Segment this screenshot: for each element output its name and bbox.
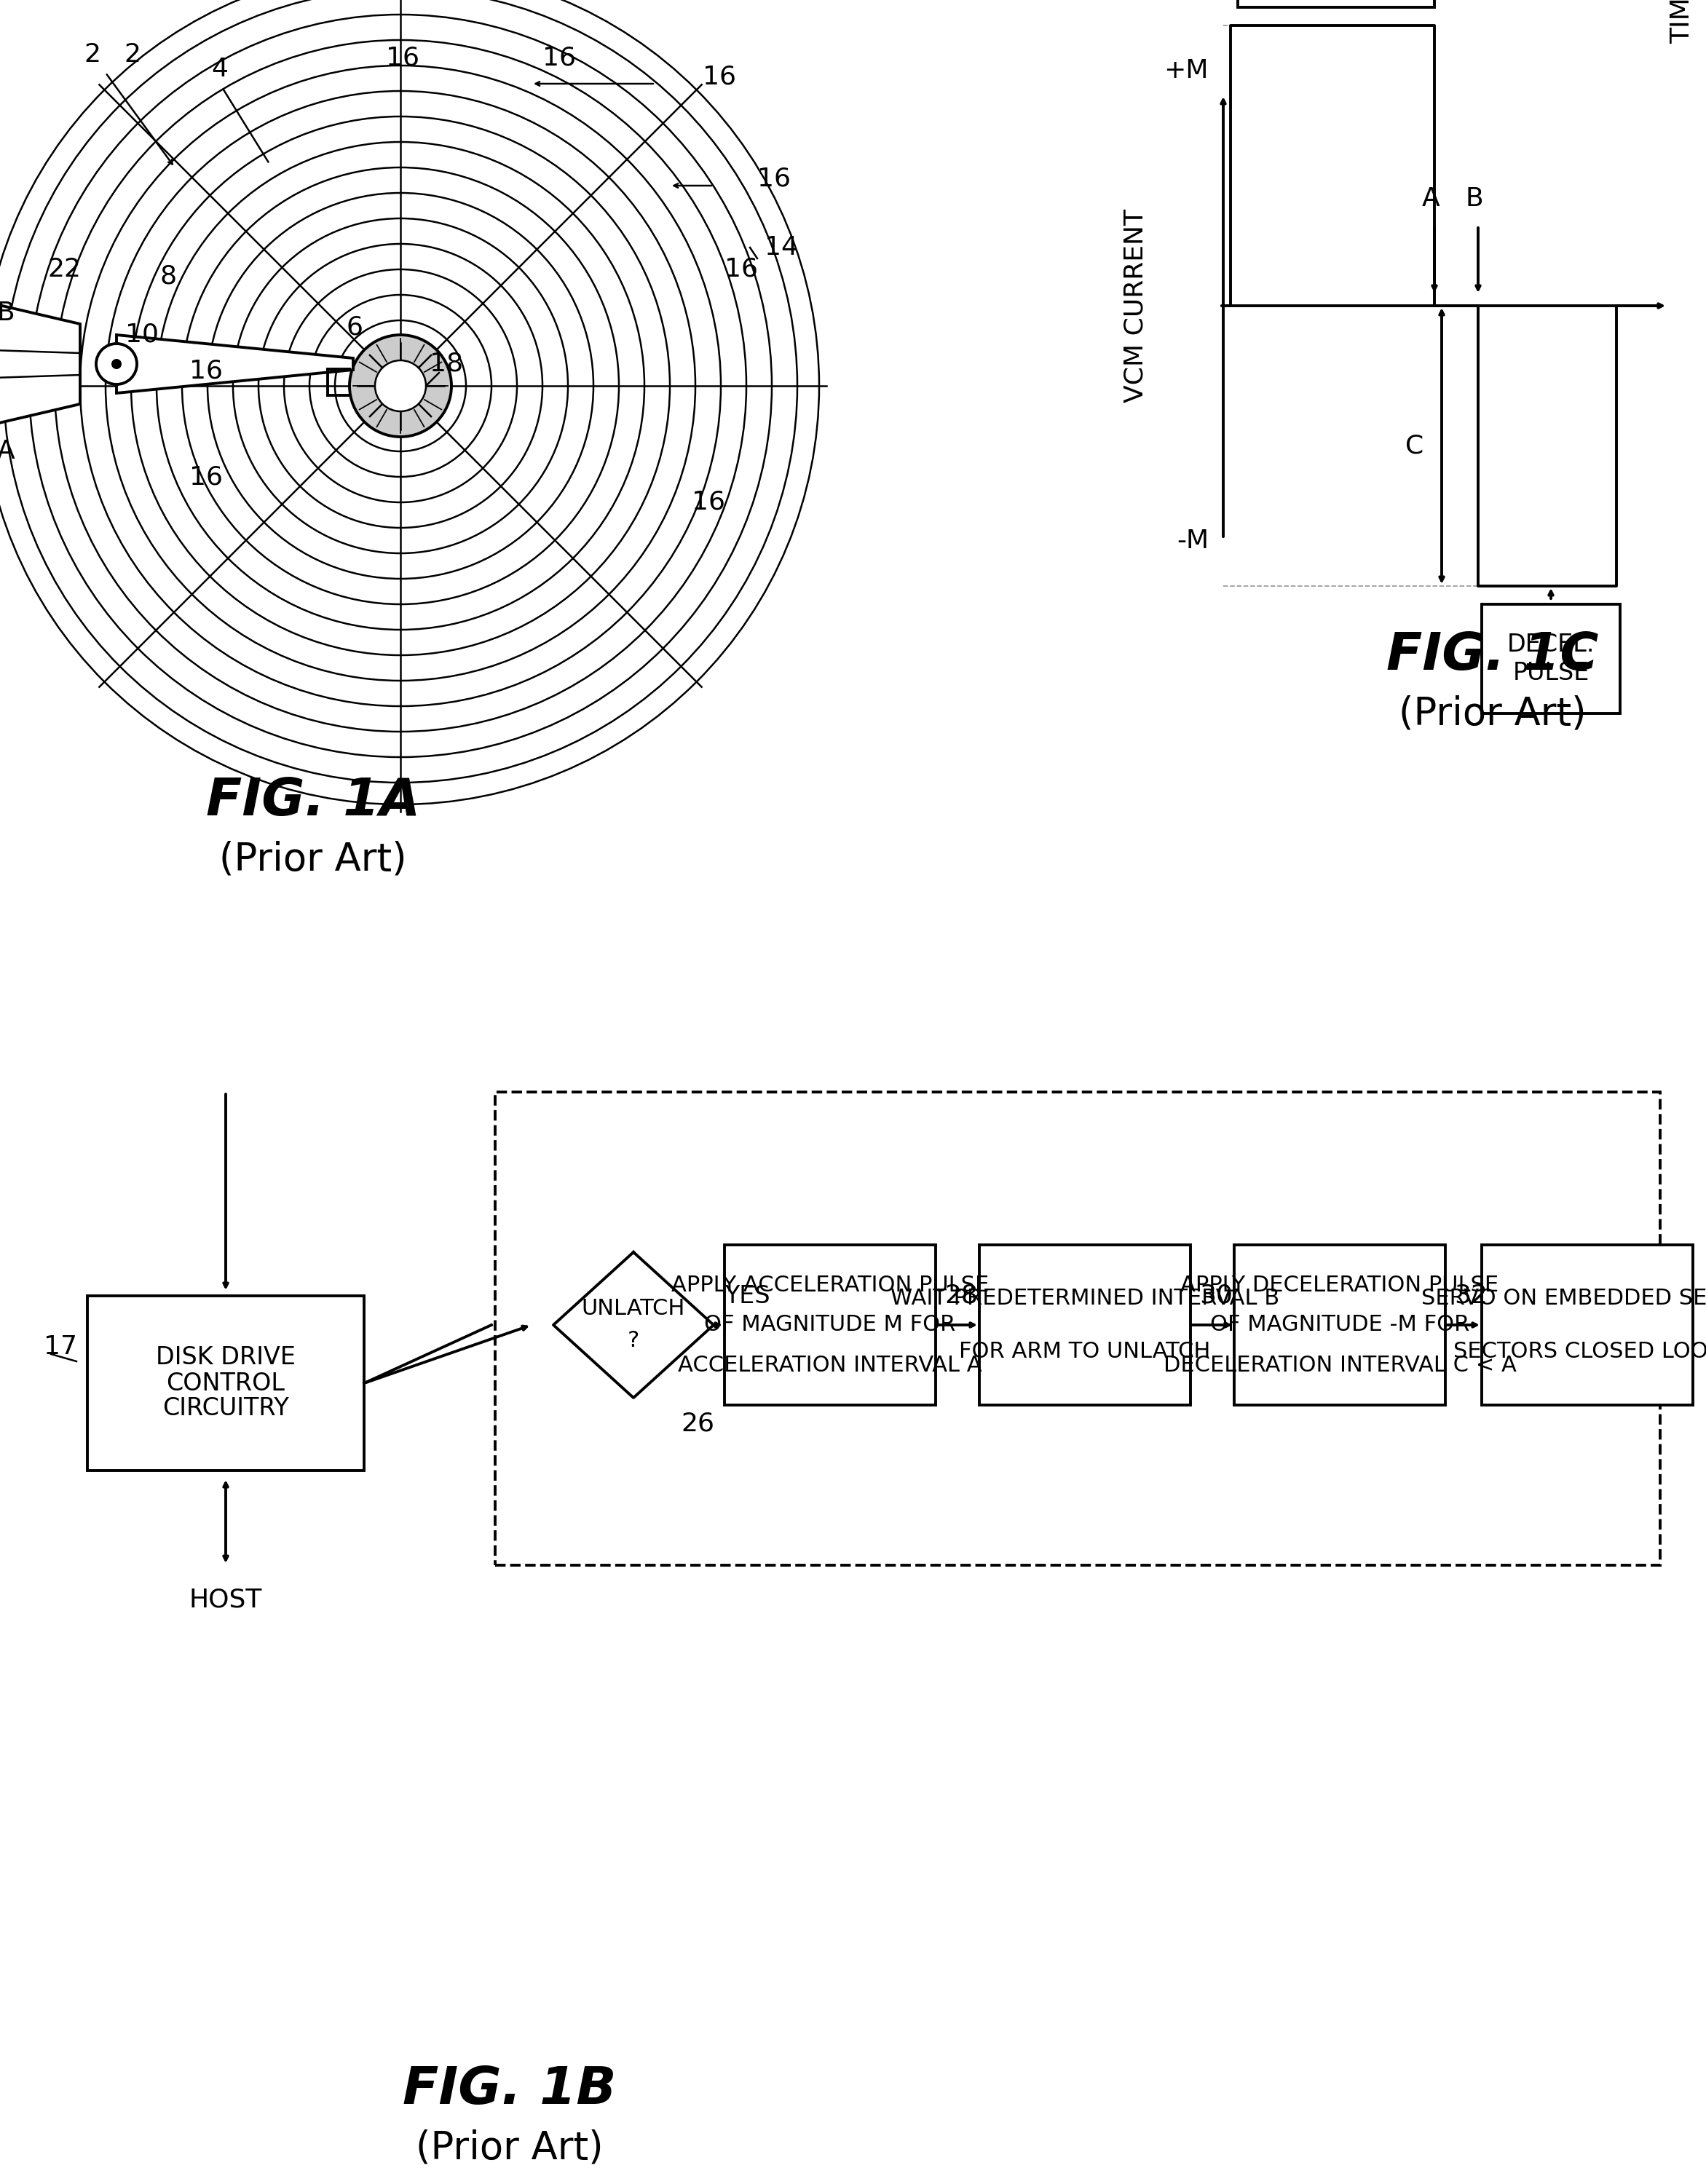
Text: 4: 4 [212, 57, 229, 81]
Text: 18: 18 [430, 352, 464, 376]
Text: 12A: 12A [0, 439, 15, 463]
Text: 30: 30 [1199, 1284, 1233, 1308]
Text: APPLY ACCELERATION PULSE: APPLY ACCELERATION PULSE [670, 1275, 989, 1295]
Text: 8: 8 [160, 264, 177, 288]
Text: 2: 2 [125, 41, 140, 68]
Text: CIRCUITRY: CIRCUITRY [162, 1398, 288, 1422]
Text: C: C [1406, 432, 1423, 459]
Text: +M: +M [1163, 59, 1208, 83]
Text: CONTROL: CONTROL [167, 1372, 285, 1396]
Text: 16: 16 [386, 46, 420, 70]
Text: ACCELERATION INTERVAL A: ACCELERATION INTERVAL A [677, 1354, 983, 1376]
Text: WAIT PREDETERMINED INTERVAL B: WAIT PREDETERMINED INTERVAL B [891, 1289, 1280, 1308]
FancyBboxPatch shape [1233, 1245, 1445, 1404]
Text: (Prior Art): (Prior Art) [220, 841, 408, 878]
Text: A: A [1421, 186, 1440, 212]
Text: 17: 17 [44, 1334, 77, 1358]
Text: 16: 16 [543, 46, 577, 70]
Text: 14: 14 [764, 236, 798, 260]
Text: FIG. 1B: FIG. 1B [403, 2064, 616, 2114]
Text: FIG. 1C: FIG. 1C [1387, 631, 1599, 681]
Text: 16: 16 [725, 258, 757, 282]
Circle shape [350, 334, 452, 437]
FancyBboxPatch shape [725, 1245, 935, 1404]
Text: 22: 22 [48, 258, 80, 282]
Text: UNLATCH: UNLATCH [582, 1297, 686, 1319]
Text: -M: -M [1177, 529, 1208, 553]
Circle shape [375, 360, 426, 411]
Text: (Prior Art): (Prior Art) [416, 2129, 604, 2167]
Text: YES: YES [725, 1284, 769, 1308]
Text: 16: 16 [189, 358, 223, 384]
Text: SECTORS CLOSED LOOP: SECTORS CLOSED LOOP [1454, 1341, 1706, 1363]
Text: 16: 16 [691, 489, 725, 515]
Text: 12B: 12B [0, 301, 15, 325]
Text: TIME: TIME [1670, 0, 1694, 44]
Text: VCM CURRENT: VCM CURRENT [1124, 210, 1148, 402]
Polygon shape [553, 1251, 713, 1398]
Text: APPLY DECELERATION PULSE: APPLY DECELERATION PULSE [1181, 1275, 1500, 1295]
Text: 2: 2 [84, 41, 101, 68]
Text: FIG. 1A: FIG. 1A [206, 775, 420, 826]
Text: DISK DRIVE: DISK DRIVE [155, 1345, 295, 1369]
Text: OF MAGNITUDE M FOR: OF MAGNITUDE M FOR [705, 1315, 955, 1334]
Text: HOST: HOST [189, 1588, 263, 1612]
Text: FOR ARM TO UNLATCH: FOR ARM TO UNLATCH [959, 1341, 1211, 1363]
Text: 6: 6 [346, 314, 363, 341]
Text: 28: 28 [945, 1284, 978, 1308]
Text: 16: 16 [189, 465, 223, 489]
Text: (Prior Art): (Prior Art) [1399, 695, 1587, 732]
Polygon shape [116, 334, 353, 393]
FancyBboxPatch shape [979, 1245, 1191, 1404]
Polygon shape [0, 299, 80, 430]
Text: 32: 32 [1454, 1284, 1488, 1308]
Text: 26: 26 [681, 1411, 715, 1435]
Text: B: B [1465, 186, 1484, 212]
FancyBboxPatch shape [1483, 605, 1621, 714]
FancyBboxPatch shape [1483, 1245, 1692, 1404]
FancyBboxPatch shape [495, 1092, 1660, 1566]
Text: 16: 16 [757, 166, 792, 190]
Text: 34: 34 [1704, 1284, 1706, 1308]
Text: ?: ? [628, 1330, 640, 1352]
FancyBboxPatch shape [87, 1295, 363, 1470]
Text: 10: 10 [125, 323, 159, 347]
Circle shape [111, 358, 121, 369]
Text: DECELERATION INTERVAL C < A: DECELERATION INTERVAL C < A [1163, 1354, 1517, 1376]
Text: OF MAGNITUDE -M FOR: OF MAGNITUDE -M FOR [1210, 1315, 1469, 1334]
Text: DECEL.
PULSE: DECEL. PULSE [1506, 633, 1595, 686]
Circle shape [96, 343, 136, 384]
Text: 16: 16 [703, 63, 735, 90]
FancyBboxPatch shape [1239, 0, 1435, 7]
Text: SERVO ON EMBEDDED SERVO: SERVO ON EMBEDDED SERVO [1421, 1289, 1706, 1308]
